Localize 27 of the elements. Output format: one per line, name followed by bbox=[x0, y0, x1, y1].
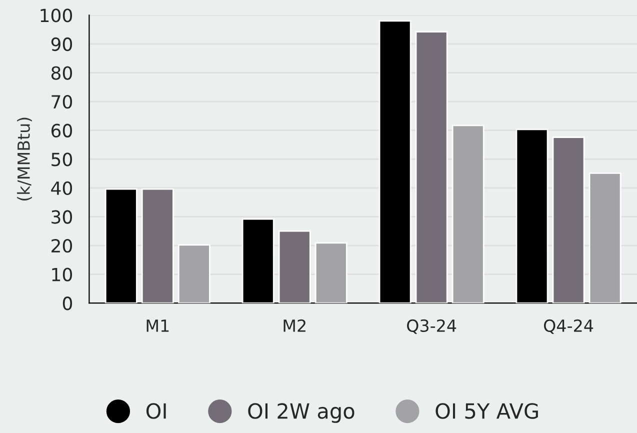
legend-label: OI 2W ago bbox=[248, 403, 354, 423]
x-tick-label: Q4-24 bbox=[544, 319, 594, 334]
bar bbox=[178, 244, 210, 304]
x-tick-label: M1 bbox=[146, 320, 169, 332]
legend-label: OI bbox=[146, 403, 166, 419]
y-tick-label: 30 bbox=[52, 210, 72, 224]
bar bbox=[415, 31, 448, 304]
x-tick-label: Q3-24 bbox=[407, 319, 456, 334]
bar bbox=[141, 188, 174, 304]
y-tick-label: 80 bbox=[51, 66, 72, 80]
bar bbox=[314, 242, 348, 304]
y-tick-label: 70 bbox=[52, 95, 72, 109]
legend-label: OI 5Y AVG bbox=[436, 403, 538, 419]
bar bbox=[588, 172, 622, 304]
y-tick-label: 10 bbox=[52, 268, 72, 282]
x-tick-label: M2 bbox=[284, 319, 306, 332]
y-tick-label: 90 bbox=[51, 37, 72, 52]
bar bbox=[278, 230, 311, 304]
bar bbox=[452, 124, 484, 304]
y-tick-label: 100 bbox=[40, 8, 72, 22]
y-tick-label: 0 bbox=[62, 296, 72, 310]
y-tick-label: 40 bbox=[51, 181, 72, 196]
y-axis-title: (k/MMBtu) bbox=[17, 118, 32, 200]
y-tick-label: 20 bbox=[52, 238, 72, 253]
y-tick-label: 50 bbox=[52, 152, 72, 166]
bar bbox=[552, 136, 585, 304]
y-tick-label: 60 bbox=[51, 124, 72, 138]
